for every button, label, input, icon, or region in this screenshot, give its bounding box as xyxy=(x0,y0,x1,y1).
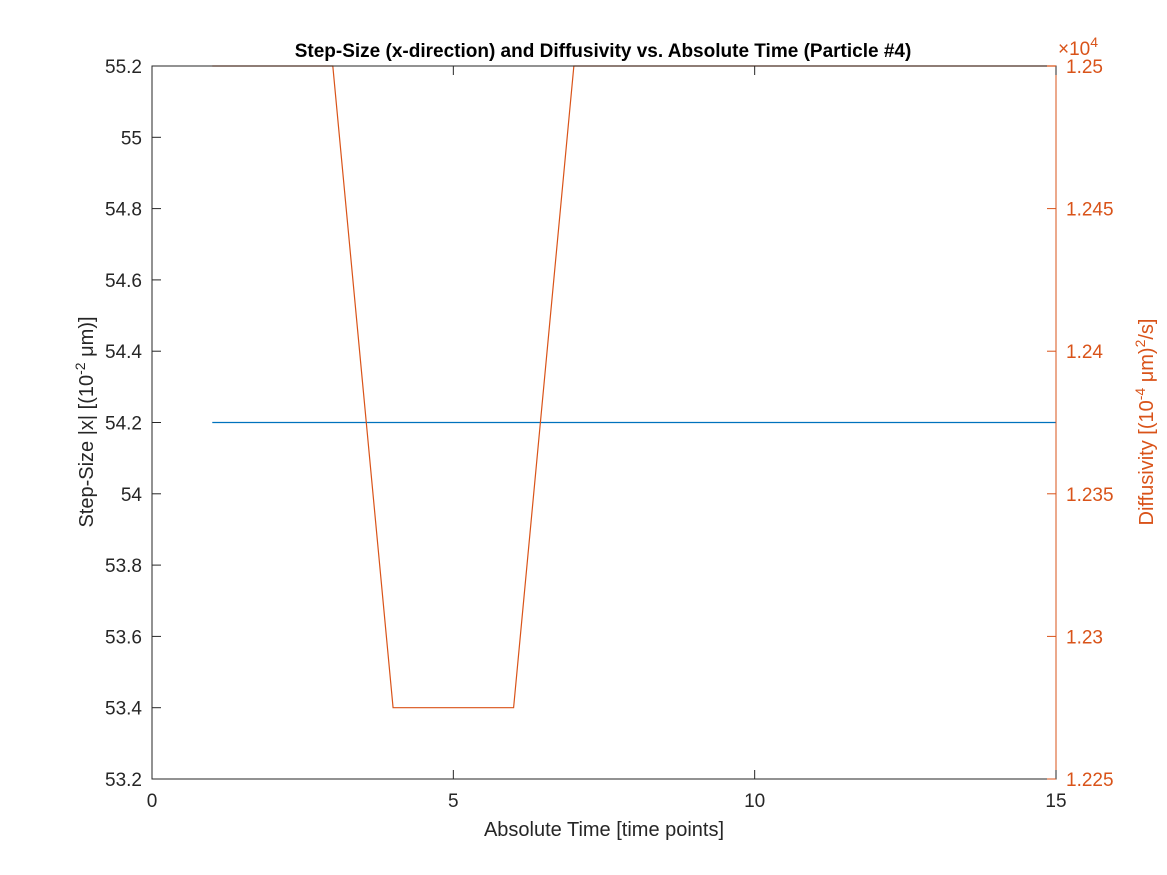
y-right-axis-label: Diffusivity [(10-4 μm)2/s] xyxy=(1132,318,1158,525)
y-left-tick-label: 55 xyxy=(121,128,142,149)
chart-title: Step-Size (x-direction) and Diffusivity … xyxy=(295,41,912,62)
y-left-tick-label: 53.4 xyxy=(105,699,142,720)
x-tick-label: 5 xyxy=(448,791,459,812)
y-right-axis-ticks: 1.225 1.23 1.235 1.24 1.245 1.25 xyxy=(1047,57,1114,791)
y-right-tick-label: 1.24 xyxy=(1066,342,1103,363)
right-axis-exponent: ×104 xyxy=(1058,34,1098,60)
series-layer xyxy=(212,65,1056,709)
y-left-tick-label: 54.4 xyxy=(105,342,142,363)
y-left-tick-label: 54.6 xyxy=(105,271,142,292)
x-tick-label: 10 xyxy=(744,791,765,812)
y-left-tick-label: 53.2 xyxy=(105,770,142,791)
y-left-tick-label: 53.6 xyxy=(105,627,142,648)
y-right-tick-label: 1.25 xyxy=(1066,57,1103,78)
x-tick-label: 0 xyxy=(147,791,158,812)
y-right-tick-label: 1.235 xyxy=(1066,485,1114,506)
x-axis-ticks: 0 5 10 15 xyxy=(147,66,1067,812)
y-right-tick-label: 1.23 xyxy=(1066,627,1103,648)
y-left-tick-label: 54 xyxy=(121,485,143,506)
y-left-tick-label: 54.2 xyxy=(105,414,142,435)
y-right-tick-label: 1.225 xyxy=(1066,770,1114,791)
y-left-axis-label: Step-Size |x| [(10-2 μm)] xyxy=(72,316,98,527)
series-line-diffusivity xyxy=(212,65,1056,709)
y-left-tick-label: 55.2 xyxy=(105,57,142,78)
y-right-tick-label: 1.245 xyxy=(1066,200,1114,221)
y-left-tick-label: 54.8 xyxy=(105,200,142,221)
y-left-axis-ticks: 53.2 53.4 53.6 53.8 54 54.2 54.4 54.6 54.8 55 55.2 xyxy=(105,57,161,791)
x-axis-label: Absolute Time [time points] xyxy=(484,819,724,841)
y-left-tick-label: 53.8 xyxy=(105,556,142,577)
x-tick-label: 15 xyxy=(1045,791,1066,812)
